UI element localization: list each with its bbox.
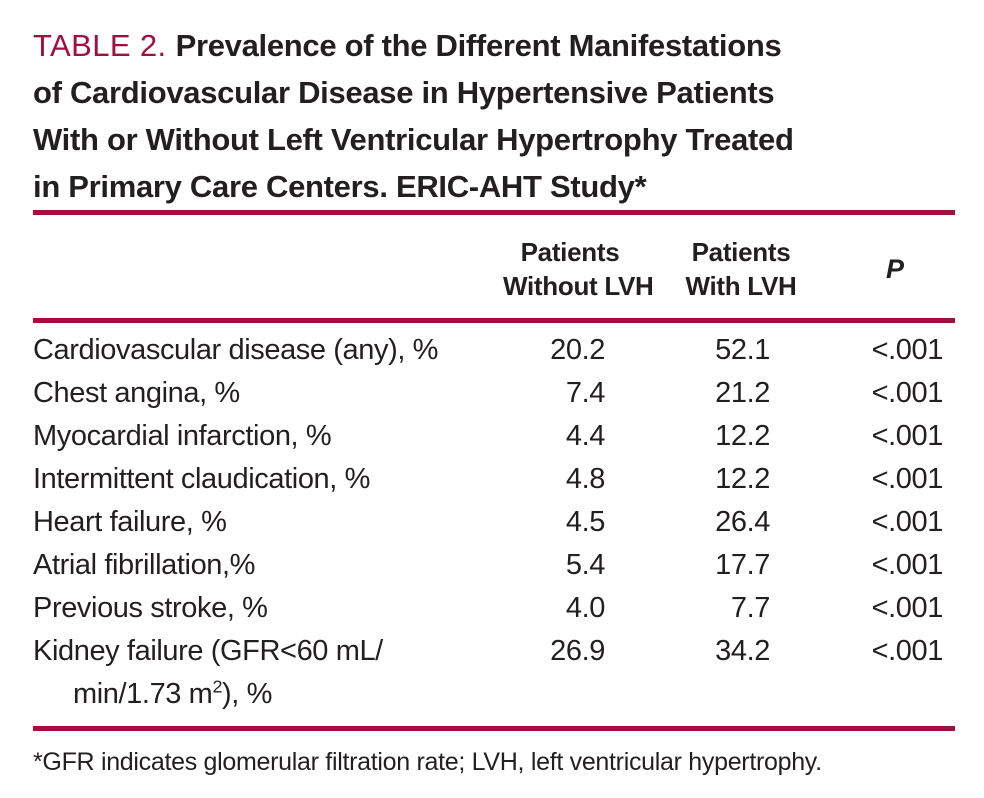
divider-top [33, 210, 955, 215]
divider-bottom [33, 726, 955, 731]
table-title-line: in Primary Care Centers. ERIC-AHT Study* [33, 169, 647, 204]
table-title-line: With or Without Left Ventricular Hypertr… [33, 122, 794, 157]
p-value: <.001 [871, 377, 944, 409]
value-with-lvh: 7.7 [730, 592, 771, 624]
value-without-lvh: 20.2 [550, 334, 605, 366]
p-value: <.001 [871, 549, 944, 581]
row-label: Atrial fibrillation,% [33, 544, 503, 587]
row-label-line: Kidney failure (GFR<60 mL/ [33, 635, 383, 667]
table-row: Atrial fibrillation,% 5.4 17.7 <.001 [33, 544, 955, 587]
col-header-with-lvh: Patients With LVH [637, 235, 845, 303]
value-with-lvh: 21.2 [715, 377, 770, 409]
table-number-label: TABLE 2. [33, 28, 167, 63]
superscript: 2 [212, 676, 223, 697]
table-header-row: Patients Without LVH Patients With LVH P [33, 215, 955, 318]
table-title-line: of Cardiovascular Disease in Hypertensiv… [33, 75, 775, 110]
value-without-lvh: 7.4 [565, 377, 606, 409]
row-label-line: Chest angina, % [33, 377, 240, 409]
p-value: <.001 [871, 592, 944, 624]
p-value: <.001 [871, 635, 944, 667]
row-label: Heart failure, % [33, 501, 503, 544]
table-row: Previous stroke, % 4.0 7.7 <.001 [33, 587, 955, 630]
value-with-lvh: 12.2 [715, 420, 770, 452]
p-value: <.001 [871, 463, 944, 495]
col-header-line: Patients [520, 237, 620, 267]
row-label-line: Atrial fibrillation,% [33, 549, 256, 581]
row-label: Cardiovascular disease (any), % [33, 329, 503, 372]
table-title-line: TABLE 2. Prevalence of the Different Mani… [33, 22, 955, 69]
value-without-lvh: 4.5 [565, 506, 606, 538]
row-label: Myocardial infarction, % [33, 415, 503, 458]
row-label-line: Heart failure, % [33, 506, 227, 538]
value-with-lvh: 17.7 [715, 549, 770, 581]
value-without-lvh: 4.0 [565, 592, 606, 624]
col-header-without-lvh: Patients Without LVH [503, 235, 654, 303]
value-without-lvh: 26.9 [550, 635, 605, 667]
table-row: Heart failure, % 4.5 26.4 <.001 [33, 501, 955, 544]
table-row: Intermittent claudication, % 4.8 12.2 <.001 [33, 458, 955, 501]
table-row: Cardiovascular disease (any), % 20.2 52.1 <… [33, 329, 955, 372]
row-label: Intermittent claudication, % [33, 458, 503, 501]
table-row: Myocardial infarction, % 4.4 12.2 <.001 [33, 415, 955, 458]
row-label-line: Cardiovascular disease (any), % [33, 334, 439, 366]
value-with-lvh: 26.4 [715, 506, 770, 538]
row-label: Kidney failure (GFR<60 mL/min/1.73 m2), … [33, 630, 503, 716]
p-value: <.001 [871, 334, 944, 366]
col-header-p: P [885, 253, 904, 284]
row-label-line: Previous stroke, % [33, 592, 268, 624]
table-title: TABLE 2. Prevalence of the Different Mani… [33, 0, 955, 210]
p-value: <.001 [871, 420, 944, 452]
p-value: <.001 [871, 506, 944, 538]
row-label-line: min/1.73 m2), % [73, 676, 273, 710]
value-without-lvh: 4.4 [565, 420, 606, 452]
row-label: Chest angina, % [33, 372, 503, 415]
table-title-text: Prevalence of the Different Manifestatio… [175, 28, 782, 63]
table-body: Cardiovascular disease (any), % 20.2 52.1 <… [33, 323, 955, 726]
value-with-lvh: 12.2 [715, 463, 770, 495]
header-empty-cell [33, 235, 503, 303]
value-with-lvh: 52.1 [715, 334, 770, 366]
value-without-lvh: 5.4 [565, 549, 606, 581]
value-without-lvh: 4.8 [565, 463, 606, 495]
col-header-line: With LVH [685, 271, 797, 301]
row-label-line: Myocardial infarction, % [33, 420, 332, 452]
value-with-lvh: 34.2 [715, 635, 770, 667]
table-row: Kidney failure (GFR<60 mL/min/1.73 m2), … [33, 630, 955, 716]
table-row: Chest angina, % 7.4 21.2 <.001 [33, 372, 955, 415]
row-label-line: Intermittent claudication, % [33, 463, 370, 495]
table-footnote: *GFR indicates glomerular filtration rat… [33, 748, 822, 776]
col-header-line: Without LVH [503, 271, 654, 301]
col-header-line: Patients [691, 237, 791, 267]
row-label: Previous stroke, % [33, 587, 503, 630]
divider-header [33, 318, 955, 323]
